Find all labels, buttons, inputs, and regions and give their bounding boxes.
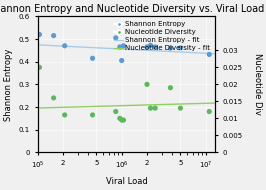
Title: Shannon Entropy and Nucleotide Diversity vs. Viral Load: Shannon Entropy and Nucleotide Diversity… xyxy=(0,4,265,14)
Point xyxy=(168,47,173,50)
Point xyxy=(178,46,182,49)
X-axis label: Viral Load: Viral Load xyxy=(106,177,147,186)
Point xyxy=(90,57,95,60)
Point xyxy=(168,86,173,89)
Point xyxy=(145,45,149,48)
Point xyxy=(153,45,157,48)
Point xyxy=(90,113,95,116)
Point xyxy=(118,45,122,48)
Point xyxy=(148,107,153,110)
Legend: Shannon Entropy, Nucleotide Diversity, Shannon Entropy - fit, Nucleotide Diversi: Shannon Entropy, Nucleotide Diversity, S… xyxy=(113,20,212,53)
Point xyxy=(178,107,182,110)
Point xyxy=(145,83,149,86)
Point xyxy=(207,110,211,113)
Point xyxy=(114,110,118,113)
Point xyxy=(114,36,118,39)
Y-axis label: Nucleotide Div: Nucleotide Div xyxy=(253,53,262,115)
Point xyxy=(153,107,157,110)
Point xyxy=(52,96,56,99)
Point xyxy=(52,34,56,37)
Point xyxy=(207,53,211,56)
Point xyxy=(148,44,153,47)
Point xyxy=(119,59,124,62)
Point xyxy=(119,119,124,122)
Point xyxy=(37,33,41,36)
Point xyxy=(63,113,67,116)
Point xyxy=(121,44,126,47)
Y-axis label: Shannon Entropy: Shannon Entropy xyxy=(4,48,13,120)
Point xyxy=(37,66,41,69)
Point xyxy=(121,119,126,122)
Point xyxy=(118,117,122,120)
Point xyxy=(63,44,67,47)
